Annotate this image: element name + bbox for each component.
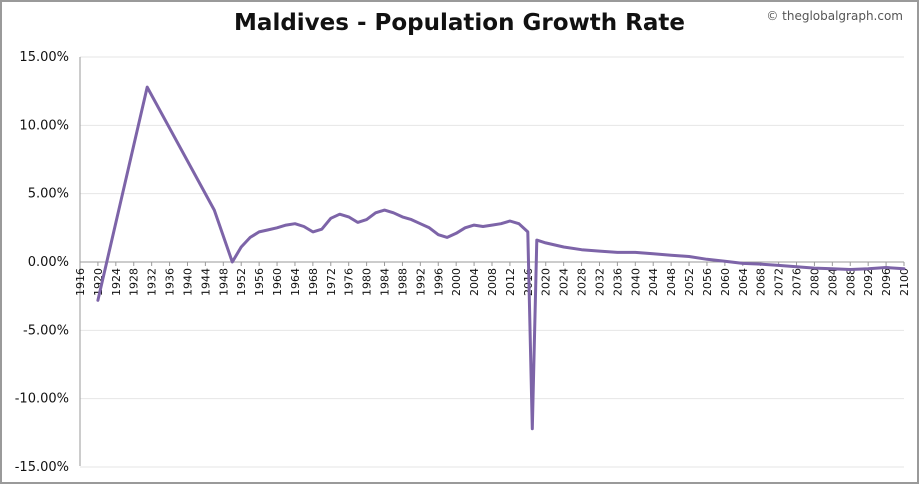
x-tick-label: 1932 [146,268,159,296]
source-credit: © theglobalgraph.com [766,9,903,23]
y-axis-ticks: 15.00% 10.00% 5.00% 0.00% -5.00% -10.00% -15.0… [15,50,69,475]
x-tick-label: 2000 [450,268,463,296]
x-tick-label: 2064 [737,268,750,296]
x-tick-label: 2036 [611,268,624,296]
x-tick-label: 2012 [504,268,517,296]
x-tick-label: 2084 [826,268,839,296]
y-tick-label: -15.00% [15,460,69,475]
x-tick-label: 2028 [576,268,589,296]
chart-title: Maldives - Population Growth Rate [234,10,685,36]
x-tick-label: 2044 [647,268,660,296]
y-tick-label: 15.00% [19,50,69,65]
y-tick-label: 5.00% [28,187,69,202]
y-tick-label: 0.00% [28,255,69,270]
x-tick-label: 2004 [468,268,481,296]
x-tick-label: 2072 [773,268,786,296]
x-tick-label: 1988 [396,268,409,296]
x-tick-label: 2048 [665,268,678,296]
x-tick-label: 1964 [289,268,302,296]
x-tick-label: 2008 [486,268,499,296]
x-tick-label: 1960 [271,268,284,296]
x-tick-label: 1972 [325,268,338,296]
x-tick-label: 2096 [880,268,893,296]
x-axis-ticks: 1916 1920 1924 1928 1932 1936 1940 1944 1948 1952… [74,262,911,296]
x-tick-label: 1936 [164,268,177,296]
x-tick-label: 1916 [74,268,87,296]
x-tick-label: 1940 [181,268,194,296]
x-tick-label: 1948 [217,268,230,296]
x-tick-label: 1928 [128,268,141,296]
series-group [96,85,906,431]
axes [79,57,904,466]
y-tick-label: -10.00% [15,392,69,407]
y-tick-label: 10.00% [19,118,69,133]
x-tick-label: 2040 [629,268,642,296]
y-tick-label: -5.00% [23,323,69,338]
x-tick-label: 2056 [701,268,714,296]
x-tick-label: 1944 [199,268,212,296]
x-tick-label: 1996 [432,268,445,296]
x-tick-label: 1992 [414,268,427,296]
x-tick-label: 1956 [253,268,266,296]
x-tick-label: 1980 [361,268,374,296]
x-tick-label: 2032 [593,268,606,296]
x-tick-label: 2076 [791,268,804,296]
series-line-0 [96,85,906,431]
x-tick-label: 1976 [343,268,356,296]
x-tick-label: 1984 [379,268,392,296]
x-tick-label: 2088 [844,268,857,296]
x-tick-label: 2092 [862,268,875,296]
x-tick-label: 2060 [719,268,732,296]
x-tick-label: 1968 [307,268,320,296]
x-tick-label: 1924 [110,268,123,296]
x-tick-label: 2020 [540,268,553,296]
x-tick-label: 1952 [235,268,248,296]
gridlines [80,56,904,468]
x-tick-label: 2080 [808,268,821,296]
x-tick-label: 2052 [683,268,696,296]
x-tick-label: 2068 [755,268,768,296]
x-tick-label: 2024 [558,268,571,296]
x-tick-label: 2100 [898,268,911,296]
